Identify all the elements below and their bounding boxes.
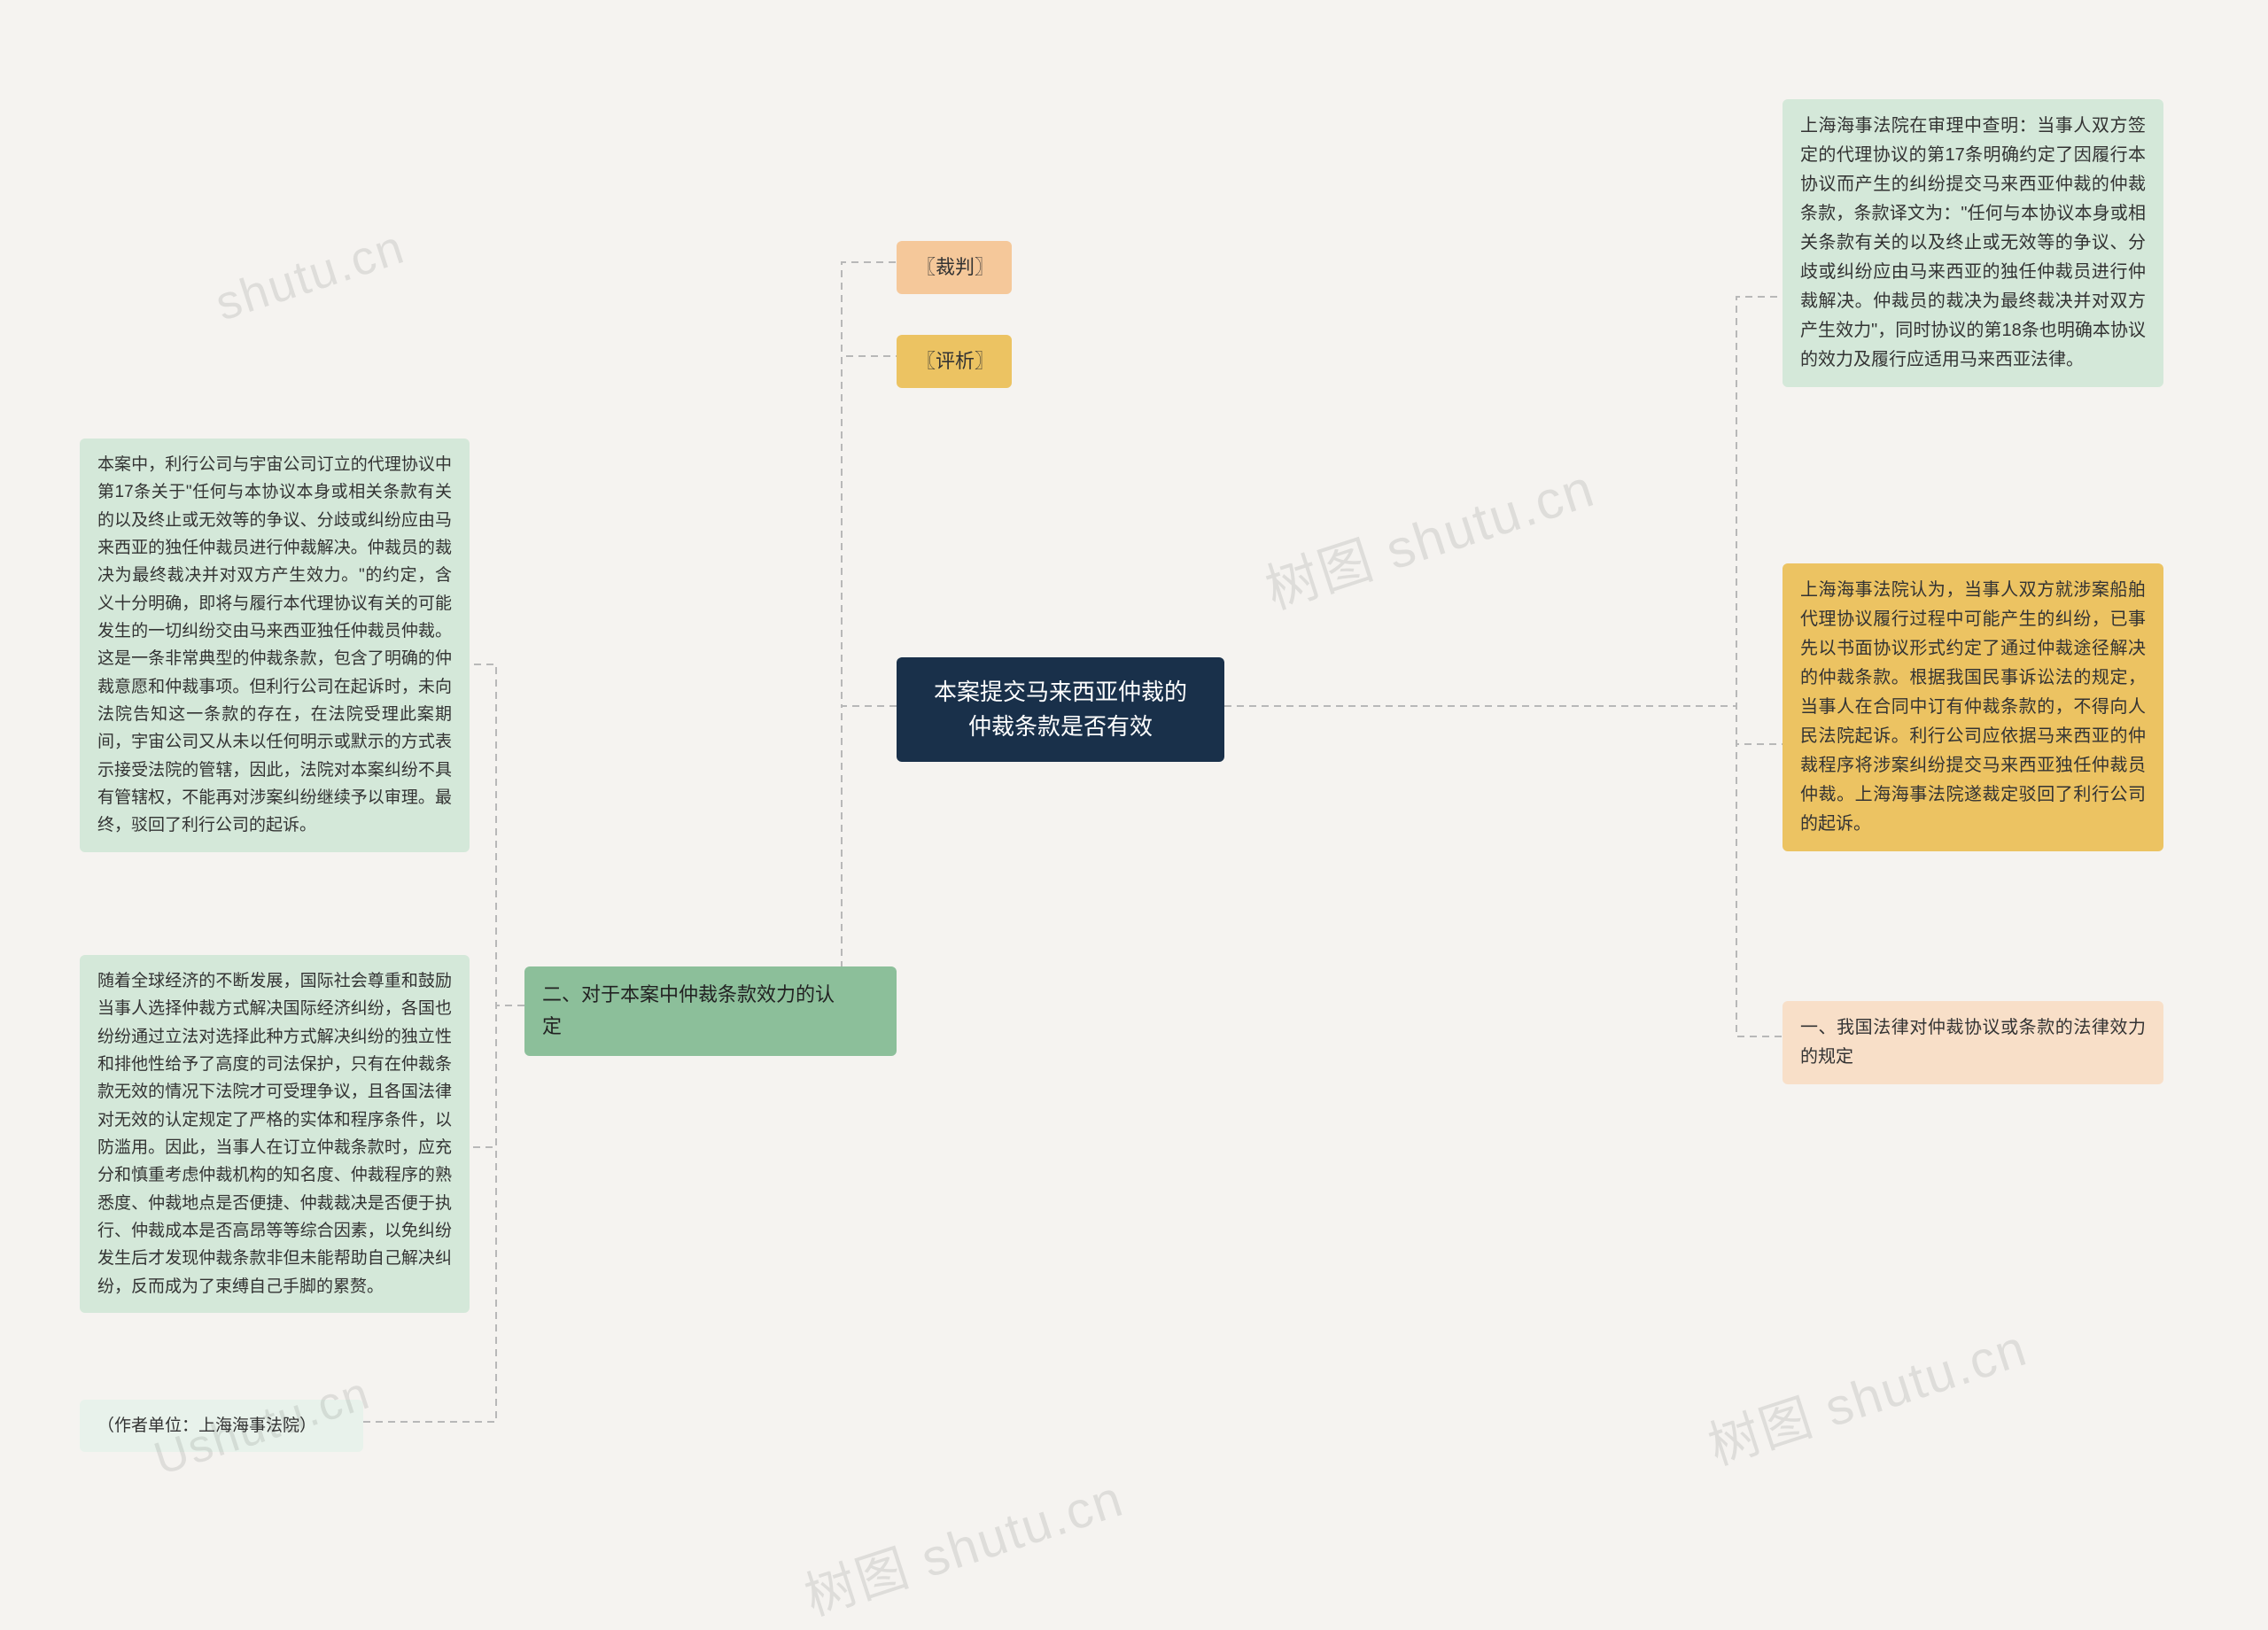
node-block-b: 随着全球经济的不断发展，国际社会尊重和鼓励当事人选择仲裁方式解决国际经济纠纷，各… — [80, 955, 470, 1313]
node-analysis: 〖评析〗 — [897, 335, 1012, 388]
node-ruling: 〖裁判〗 — [897, 241, 1012, 294]
watermark: 树图 shutu.cn — [1697, 1306, 2035, 1479]
node-block-e: 上海海事法院认为，当事人双方就涉案船舶代理协议履行过程中可能产生的纠纷，已事先以… — [1783, 563, 2163, 851]
watermark: 树图 shutu.cn — [794, 1456, 1131, 1629]
node-section2-title: 二、对于本案中仲裁条款效力的认 定 — [524, 966, 897, 1056]
watermark: 树图 shutu.cn — [1254, 446, 1604, 625]
node-block-f: 一、我国法律对仲裁协议或条款的法律效力的规定 — [1783, 1001, 2163, 1084]
node-block-a: 本案中，利行公司与宇宙公司订立的代理协议中第17条关于"任何与本协议本身或相关条… — [80, 439, 470, 852]
node-block-d: 上海海事法院在审理中查明：当事人双方签定的代理协议的第17条明确约定了因履行本协… — [1783, 99, 2163, 387]
mindmap-center-node: 本案提交马来西亚仲裁的 仲裁条款是否有效 — [897, 657, 1224, 762]
watermark: shutu.cn — [209, 220, 412, 332]
node-block-c: （作者单位：上海海事法院） — [80, 1400, 363, 1452]
